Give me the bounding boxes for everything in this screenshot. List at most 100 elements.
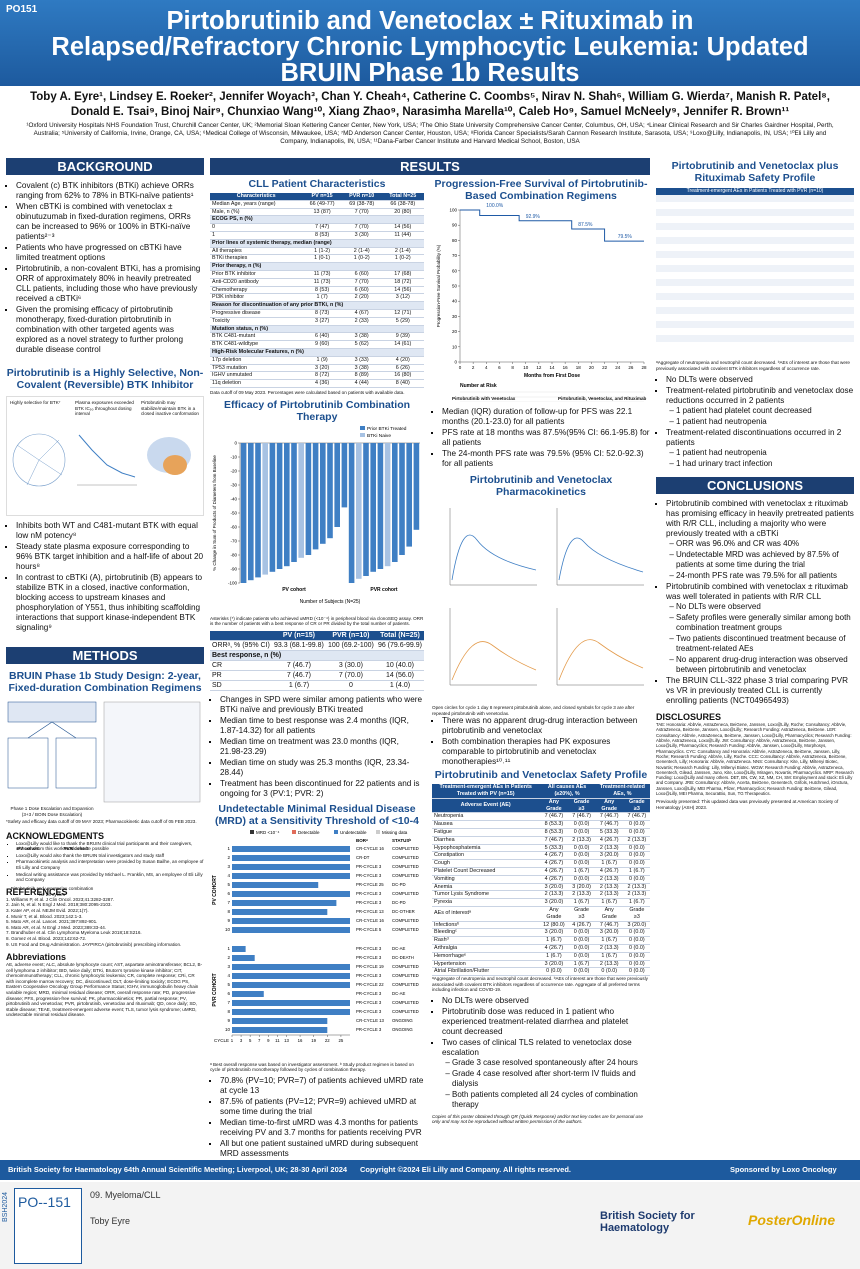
cell: Tumor Lysis Syndrome: [432, 890, 540, 900]
y-tick-label: 100: [449, 208, 457, 213]
bullet: Two cases of clinical TLS related to ven…: [442, 1038, 650, 1110]
waterfall-chart: 0 -10 -20 -30 -40 -50 -60 -70 -80 -90 -100 Prior BT…: [212, 425, 420, 605]
reference: 6. Mato AR, et al. N Engl J Med. 2023;38…: [6, 924, 107, 930]
cell: 8 (53.3): [539, 820, 569, 829]
side-code: BSH2024: [2, 1192, 9, 1222]
cell: 1 (6.7): [623, 867, 650, 876]
row-id: 9: [227, 918, 230, 923]
cell: 2 (1-4): [341, 247, 382, 256]
row: Diarrhea 7 (46.7) 2 (13.3) 4 (26.7) 2 (13.3): [432, 836, 650, 845]
bar: [320, 442, 326, 544]
row-id: 10: [225, 927, 231, 932]
cell: 0 (0.0): [623, 844, 650, 853]
header: [0, 0, 860, 86]
bar: [240, 442, 247, 583]
bor: CR-CYCLE 16: [356, 846, 385, 851]
bar: [341, 442, 348, 507]
header-cell: Treatment-related AEs, %: [594, 784, 650, 799]
reference: 8. Gomez et al. Blood. 2023;142:62-72.: [6, 935, 87, 941]
annotation: 87.5%: [578, 222, 593, 228]
cell: 11q deletion: [210, 379, 303, 388]
cell: 3 (20.0): [594, 851, 624, 861]
status: COMPLETED: [392, 864, 419, 869]
bar: [348, 442, 355, 583]
legend-label: Undetectable: [340, 830, 367, 835]
references: 1. Williams P, et al. J Clin Oncol. 2023…: [6, 897, 204, 947]
group-label: PVR cohort: [370, 587, 398, 593]
header-cell: Any Grade: [539, 798, 569, 814]
cell: 0 (0.0): [623, 851, 650, 861]
cell: 0 (0.0): [568, 952, 595, 961]
header-cell: PV n=15: [302, 193, 342, 201]
status: COMPLETED: [392, 964, 419, 969]
bullet: Pirtobrutinib combined with venetoclax ±…: [666, 582, 854, 675]
y-tick-label: 0: [454, 360, 457, 365]
cell: 7 (46.7): [271, 660, 326, 671]
status: COMPLETED: [392, 891, 419, 896]
status: DC-AE: [392, 991, 406, 996]
cell: AEs of interestᵃ: [432, 906, 540, 922]
x-tick-label: 22: [325, 1038, 330, 1043]
cell: 2 (13.3): [623, 836, 650, 845]
cell: 7 (46.7): [594, 812, 624, 822]
study-design: [7, 701, 201, 803]
swim-bar: [232, 945, 246, 952]
table-row: [656, 314, 854, 321]
y-tick-label: -20: [230, 468, 237, 473]
status: COMPLETED: [392, 855, 419, 860]
bullet: All but one patient sustained uMRD durin…: [220, 1139, 424, 1159]
cell: 1 (6.7): [539, 936, 569, 945]
cell: 3 (38): [341, 332, 382, 342]
row-id: 4: [227, 973, 230, 978]
reference: 5. Mato AR, et al. Lancet. 2021;397:892-…: [6, 919, 98, 925]
y-tick-label: -90: [230, 566, 237, 571]
row: BTKi therapies 1 (0-1) 1 (0-2) 1 (0-2): [210, 254, 424, 264]
cell: SD: [210, 680, 272, 691]
cell: 12 (71): [381, 309, 424, 318]
y-tick-label: 80: [452, 238, 458, 243]
row: Anemia 3 (20.0) 3 (20.0) 2 (13.3) 2 (13.3): [432, 883, 650, 892]
cell: 0 (0.0): [568, 844, 595, 853]
bullet: Pirtobrutinib dose was reduced in 1 pati…: [442, 1007, 650, 1037]
swim-bar: [232, 881, 319, 888]
section-cell: Reason for discontinuation of any prior …: [210, 301, 424, 310]
cell: 3 (38): [341, 364, 382, 373]
presenter: Toby Eyre: [90, 1216, 131, 1226]
x-tick-label: 8: [511, 365, 514, 370]
bullet: Covalent (c) BTK inhibitors (BTKi) achie…: [16, 181, 204, 201]
sub-bullets: No DLTs were observedSafety profiles wer…: [666, 602, 854, 675]
row-id: 5: [227, 982, 230, 987]
subheading: Pirtobrutinib is a Highly Selective, Non…: [6, 367, 204, 391]
cell: Chemotherapy: [210, 286, 303, 295]
row: IGHV unmutated 8 (72) 8 (89) 16 (80): [210, 371, 424, 381]
cell: 3 (33): [341, 356, 382, 365]
cell: 2 (1-4): [381, 247, 424, 256]
bullet: In contrast to cBTKi (A), pirtobrutinib …: [16, 573, 204, 633]
table-row: [656, 251, 854, 258]
status: COMPLETED: [392, 927, 419, 932]
row-id: 1: [227, 946, 230, 951]
cell: Grade ≥3: [623, 906, 650, 922]
swimmer-chart: MRD <10⁻⁴ Detectable Undetectable Missing d…: [212, 829, 419, 1043]
subheading: Progression-Free Survival of Pirtobrutin…: [434, 178, 648, 202]
bullets: Changes in SPD were similar among patien…: [210, 695, 424, 799]
bor: PR-CYCLE 19: [356, 964, 384, 969]
title: Pirtobrutinib and Venetoclax ± Rituximab…: [51, 7, 809, 87]
cell: 3 (12): [381, 293, 424, 303]
row: Median Age, years (range) 66 (49-77) 69 (3…: [210, 200, 424, 209]
section-cell: Mutation status, n (%): [210, 325, 424, 334]
cell: Toxicity: [210, 317, 303, 326]
panel-title: Pirtobrutinib with Venetoclax: [452, 396, 516, 401]
cell: 10 (40.0): [375, 660, 424, 671]
bullet-text: Pirtobrutinib combined with venetoclax ±…: [666, 582, 848, 602]
bullet: Pharmacokinetic analysis and interpretat…: [16, 859, 204, 870]
cell: 1 (6.7): [623, 898, 650, 907]
header-cell: PVR (n=10): [325, 630, 376, 641]
bullet: Median time to best response was 2.4 mon…: [220, 716, 424, 736]
header-row: PV (n=15) PVR (n=10) Total (N=25): [210, 630, 424, 641]
table-row: [656, 293, 854, 300]
table-row: [656, 307, 854, 314]
table-row: [656, 195, 854, 202]
x-tick-label: 11: [275, 1038, 280, 1043]
cell: 5 (29): [381, 317, 424, 326]
